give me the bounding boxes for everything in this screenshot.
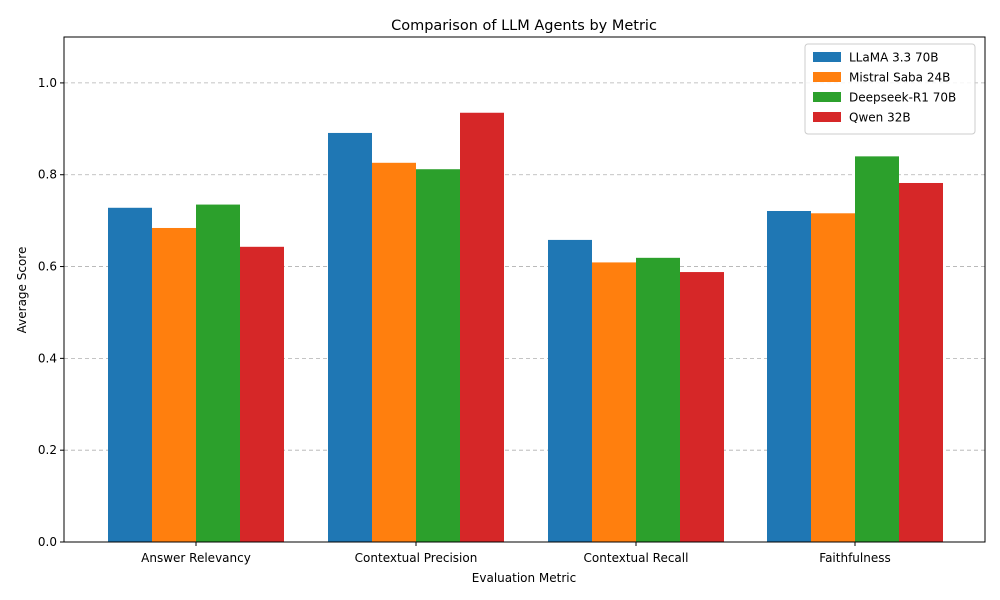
bar-mistral-saba-24b-answer-relevancy (152, 227, 196, 542)
x-tick-label: Faithfulness (819, 551, 890, 565)
legend-entry: Mistral Saba 24B (849, 71, 950, 85)
y-axis-ticks: 0.0 0.2 0.4 0.6 0.8 1.0 (38, 76, 64, 549)
bar-qwen-32b-contextual-precision (460, 112, 504, 542)
bar-llama-3-3-70b-answer-relevancy (108, 207, 152, 543)
y-tick-label: 0.4 (38, 351, 57, 365)
y-axis-label: Average Score (15, 247, 29, 334)
legend: LLaMA 3.3 70B Mistral Saba 24B Deepseek-R1… (804, 43, 976, 135)
x-axis-ticks: Answer Relevancy Contextual Precision Cont… (141, 542, 891, 565)
y-tick-label: 0.2 (38, 443, 57, 457)
bar-llama-3-3-70b-faithfulness (767, 210, 811, 542)
x-tick-label: Contextual Recall (584, 551, 689, 565)
bar-deepseek-r1-70b-faithfulness (855, 156, 899, 542)
bar-qwen-32b-faithfulness (899, 182, 943, 542)
bars (108, 112, 943, 543)
bar-deepseek-r1-70b-contextual-recall (636, 257, 680, 542)
bar-qwen-32b-answer-relevancy (240, 246, 284, 542)
legend-swatch (813, 72, 841, 82)
bar-mistral-saba-24b-contextual-precision (372, 162, 416, 543)
y-tick-label: 0.8 (38, 168, 57, 182)
bar-llama-3-3-70b-contextual-precision (328, 132, 372, 542)
y-tick-label: 0.0 (38, 535, 57, 549)
y-tick-label: 0.6 (38, 260, 57, 274)
legend-box (804, 43, 976, 135)
bar-llama-3-3-70b-contextual-recall (548, 239, 592, 542)
chart-title: Comparison of LLM Agents by Metric (391, 18, 657, 34)
legend-entry: Qwen 32B (849, 111, 911, 125)
bar-deepseek-r1-70b-contextual-precision (416, 169, 460, 542)
bar-deepseek-r1-70b-answer-relevancy (196, 204, 240, 542)
y-tick-label: 1.0 (38, 76, 57, 90)
bar-qwen-32b-contextual-recall (680, 272, 724, 542)
plot-frame (63, 36, 986, 543)
x-tick-label: Answer Relevancy (141, 551, 251, 565)
legend-swatch (813, 92, 841, 102)
x-axis-label: Evaluation Metric (472, 571, 576, 585)
legend-entry: Deepseek-R1 70B (849, 91, 956, 105)
legend-swatch (813, 52, 841, 62)
bar-mistral-saba-24b-contextual-recall (592, 262, 636, 542)
bar-mistral-saba-24b-faithfulness (811, 213, 855, 543)
legend-entry: LLaMA 3.3 70B (849, 51, 939, 65)
x-tick-label: Contextual Precision (355, 551, 478, 565)
legend-swatch (813, 112, 841, 122)
